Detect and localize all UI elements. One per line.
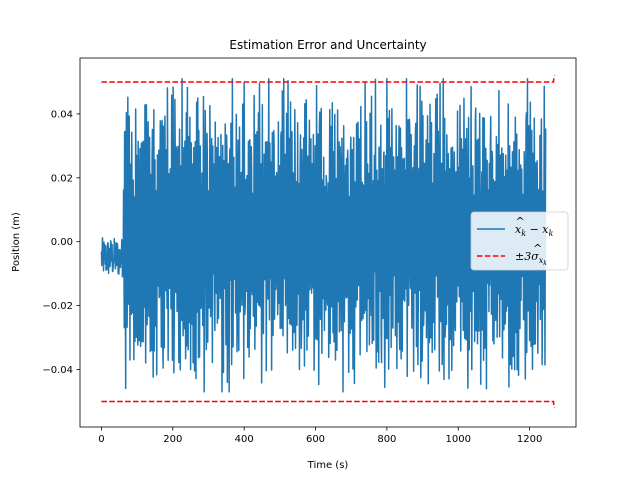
x-tick-label: 400 — [235, 434, 254, 445]
svg-text:^: ^ — [533, 242, 542, 255]
x-tick-label: 1000 — [446, 434, 471, 445]
y-tick-label: 0.02 — [51, 173, 73, 184]
legend-sigma-label: ±3σxk ^ — [515, 242, 547, 267]
x-tick-label: 200 — [163, 434, 182, 445]
x-axis: 0 200 400 600 800 1000 1200 — [98, 427, 542, 445]
series-sigma-lower-line — [101, 400, 556, 408]
y-axis-label: Position (m) — [11, 212, 22, 272]
plot-area — [100, 75, 556, 408]
x-tick-label: 0 — [98, 434, 104, 445]
y-axis: −0.04 −0.02 0.00 0.02 0.04 — [42, 109, 80, 376]
chart-title: Estimation Error and Uncertainty — [229, 38, 426, 52]
x-tick-label: 600 — [306, 434, 325, 445]
axes-frame — [79, 57, 577, 428]
y-tick-label: −0.02 — [42, 301, 73, 312]
legend-error-label: xk − xk ^ — [515, 215, 554, 238]
x-axis-label: Time (s) — [307, 460, 349, 471]
y-tick-label: −0.04 — [42, 365, 73, 376]
svg-text:^: ^ — [516, 215, 525, 228]
legend: xk − xk ^ ±3σxk ^ — [470, 211, 569, 271]
series-error-line — [100, 78, 547, 393]
y-tick-label: 0.00 — [51, 237, 73, 248]
series-sigma-upper-line — [101, 75, 556, 83]
x-tick-label: 1200 — [517, 434, 542, 445]
x-tick-label: 800 — [377, 434, 396, 445]
y-tick-label: 0.04 — [51, 109, 73, 120]
